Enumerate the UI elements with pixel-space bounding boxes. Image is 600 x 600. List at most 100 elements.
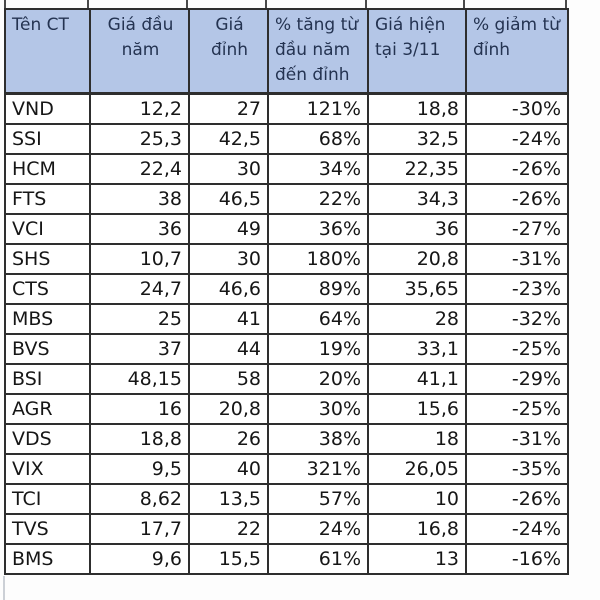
- value-cell[interactable]: 32,5: [367, 123, 467, 155]
- value-cell[interactable]: 16,8: [367, 513, 467, 545]
- value-cell[interactable]: 25,3: [89, 123, 190, 155]
- ticker-cell[interactable]: BMS: [4, 543, 91, 575]
- value-cell[interactable]: 48,15: [89, 363, 190, 395]
- ticker-cell[interactable]: SSI: [4, 123, 91, 155]
- value-cell[interactable]: -25%: [465, 393, 569, 425]
- value-cell[interactable]: -25%: [465, 333, 569, 365]
- value-cell[interactable]: 16: [89, 393, 190, 425]
- value-cell[interactable]: 30: [188, 243, 269, 275]
- value-cell[interactable]: -26%: [465, 183, 569, 215]
- value-cell[interactable]: 121%: [267, 92, 369, 125]
- value-cell[interactable]: 58: [188, 363, 269, 395]
- value-cell[interactable]: 321%: [267, 453, 369, 485]
- value-cell[interactable]: 30: [188, 153, 269, 185]
- value-cell[interactable]: 37: [89, 333, 190, 365]
- value-cell[interactable]: 36: [89, 213, 190, 245]
- value-cell[interactable]: 46,5: [188, 183, 269, 215]
- value-cell[interactable]: -31%: [465, 243, 569, 275]
- ticker-cell[interactable]: SHS: [4, 243, 91, 275]
- column-header-4[interactable]: Giá hiện tại 3/11: [367, 8, 467, 95]
- ticker-cell[interactable]: VND: [4, 92, 91, 125]
- value-cell[interactable]: 27: [188, 92, 269, 125]
- value-cell[interactable]: 13,5: [188, 483, 269, 515]
- ticker-cell[interactable]: FTS: [4, 183, 91, 215]
- value-cell[interactable]: -16%: [465, 543, 569, 575]
- value-cell[interactable]: 46,6: [188, 273, 269, 305]
- value-cell[interactable]: 26: [188, 423, 269, 455]
- value-cell[interactable]: -31%: [465, 423, 569, 455]
- ticker-cell[interactable]: BSI: [4, 363, 91, 395]
- value-cell[interactable]: 9,5: [89, 453, 190, 485]
- column-header-0[interactable]: Tên CT: [4, 8, 91, 95]
- value-cell[interactable]: 15,5: [188, 543, 269, 575]
- value-cell[interactable]: -32%: [465, 303, 569, 335]
- ticker-cell[interactable]: VDS: [4, 423, 91, 455]
- value-cell[interactable]: 22%: [267, 183, 369, 215]
- value-cell[interactable]: 33,1: [367, 333, 467, 365]
- value-cell[interactable]: 22,4: [89, 153, 190, 185]
- value-cell[interactable]: 18,8: [89, 423, 190, 455]
- value-cell[interactable]: 22: [188, 513, 269, 545]
- value-cell[interactable]: -26%: [465, 483, 569, 515]
- value-cell[interactable]: 41,1: [367, 363, 467, 395]
- value-cell[interactable]: 28: [367, 303, 467, 335]
- value-cell[interactable]: 35,65: [367, 273, 467, 305]
- value-cell[interactable]: -23%: [465, 273, 569, 305]
- ticker-cell[interactable]: BVS: [4, 333, 91, 365]
- value-cell[interactable]: 38: [89, 183, 190, 215]
- value-cell[interactable]: 26,05: [367, 453, 467, 485]
- value-cell[interactable]: 36%: [267, 213, 369, 245]
- ticker-cell[interactable]: HCM: [4, 153, 91, 185]
- value-cell[interactable]: 17,7: [89, 513, 190, 545]
- value-cell[interactable]: 20%: [267, 363, 369, 395]
- value-cell[interactable]: 10,7: [89, 243, 190, 275]
- ticker-cell[interactable]: VCI: [4, 213, 91, 245]
- column-header-2[interactable]: Giá đỉnh: [188, 8, 269, 95]
- value-cell[interactable]: 40: [188, 453, 269, 485]
- value-cell[interactable]: 24,7: [89, 273, 190, 305]
- value-cell[interactable]: -24%: [465, 513, 569, 545]
- value-cell[interactable]: 10: [367, 483, 467, 515]
- value-cell[interactable]: 22,35: [367, 153, 467, 185]
- ticker-cell[interactable]: CTS: [4, 273, 91, 305]
- value-cell[interactable]: 180%: [267, 243, 369, 275]
- value-cell[interactable]: 30%: [267, 393, 369, 425]
- value-cell[interactable]: 20,8: [367, 243, 467, 275]
- ticker-cell[interactable]: VIX: [4, 453, 91, 485]
- column-header-3[interactable]: % tăng từ đầu năm đến đỉnh: [267, 8, 369, 95]
- value-cell[interactable]: 34,3: [367, 183, 467, 215]
- value-cell[interactable]: 34%: [267, 153, 369, 185]
- value-cell[interactable]: 89%: [267, 273, 369, 305]
- value-cell[interactable]: 25: [89, 303, 190, 335]
- value-cell[interactable]: 12,2: [89, 92, 190, 125]
- value-cell[interactable]: 24%: [267, 513, 369, 545]
- ticker-cell[interactable]: MBS: [4, 303, 91, 335]
- value-cell[interactable]: -35%: [465, 453, 569, 485]
- column-header-1[interactable]: Giá đầu năm: [89, 8, 190, 95]
- value-cell[interactable]: 61%: [267, 543, 369, 575]
- value-cell[interactable]: 68%: [267, 123, 369, 155]
- value-cell[interactable]: 9,6: [89, 543, 190, 575]
- value-cell[interactable]: -26%: [465, 153, 569, 185]
- ticker-cell[interactable]: TCI: [4, 483, 91, 515]
- value-cell[interactable]: -29%: [465, 363, 569, 395]
- value-cell[interactable]: 42,5: [188, 123, 269, 155]
- value-cell[interactable]: 18: [367, 423, 467, 455]
- value-cell[interactable]: 57%: [267, 483, 369, 515]
- value-cell[interactable]: 49: [188, 213, 269, 245]
- value-cell[interactable]: -30%: [465, 92, 569, 125]
- value-cell[interactable]: 8,62: [89, 483, 190, 515]
- value-cell[interactable]: 15,6: [367, 393, 467, 425]
- ticker-cell[interactable]: TVS: [4, 513, 91, 545]
- value-cell[interactable]: 36: [367, 213, 467, 245]
- column-header-5[interactable]: % giảm từ đỉnh: [465, 8, 569, 95]
- value-cell[interactable]: -27%: [465, 213, 569, 245]
- value-cell[interactable]: 41: [188, 303, 269, 335]
- value-cell[interactable]: 13: [367, 543, 467, 575]
- value-cell[interactable]: 64%: [267, 303, 369, 335]
- value-cell[interactable]: 38%: [267, 423, 369, 455]
- value-cell[interactable]: 44: [188, 333, 269, 365]
- ticker-cell[interactable]: AGR: [4, 393, 91, 425]
- value-cell[interactable]: 20,8: [188, 393, 269, 425]
- value-cell[interactable]: -24%: [465, 123, 569, 155]
